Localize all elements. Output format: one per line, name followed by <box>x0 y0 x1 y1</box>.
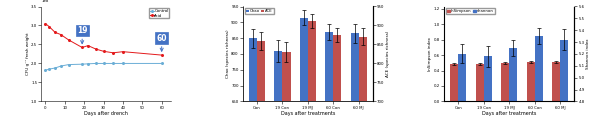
Bar <box>300 18 308 130</box>
Y-axis label: Chao (species richness): Chao (species richness) <box>226 30 230 78</box>
Control <box>85 63 92 65</box>
Acid <box>65 39 72 41</box>
Control <box>120 63 127 64</box>
Control <box>42 70 49 71</box>
Line: Acid: Acid <box>44 23 163 56</box>
Acid <box>120 51 127 52</box>
Acid <box>79 47 86 48</box>
Control <box>57 65 65 67</box>
Bar <box>526 62 535 101</box>
Y-axis label: CFU g⁻¹ fresh weight: CFU g⁻¹ fresh weight <box>25 33 30 75</box>
Acid <box>158 54 165 56</box>
Legend: Control, Acid: Control, Acid <box>149 8 169 18</box>
Bar <box>475 64 484 101</box>
Bar <box>484 56 492 130</box>
Line: Control: Control <box>44 63 163 71</box>
Bar <box>282 52 291 130</box>
X-axis label: Days after treatments: Days after treatments <box>281 111 335 116</box>
Bar <box>509 48 517 130</box>
Control <box>92 63 99 64</box>
Bar <box>274 51 282 130</box>
Text: 19: 19 <box>77 26 88 44</box>
Bar <box>325 32 333 130</box>
Acid <box>85 45 92 46</box>
Text: 60: 60 <box>156 34 167 51</box>
Acid <box>52 32 59 33</box>
Y-axis label: ACE (species richness): ACE (species richness) <box>386 31 390 77</box>
Control <box>52 67 59 69</box>
Acid <box>100 51 107 52</box>
Control <box>110 63 117 64</box>
Control <box>79 63 86 65</box>
Legend: InSimpson, shannon: InSimpson, shannon <box>446 8 495 14</box>
Y-axis label: Shannon index: Shannon index <box>586 39 590 69</box>
Control <box>100 63 107 64</box>
Bar <box>450 64 458 101</box>
Bar <box>350 33 359 130</box>
Acid <box>46 26 53 27</box>
Legend: Chao, ACE: Chao, ACE <box>245 8 274 14</box>
Control <box>158 63 165 64</box>
Bar <box>333 35 342 130</box>
Bar <box>249 38 257 130</box>
Bar <box>501 63 509 101</box>
Bar <box>257 41 265 130</box>
Bar <box>359 37 367 130</box>
X-axis label: Days after treatments: Days after treatments <box>482 111 536 116</box>
Bar <box>560 40 568 130</box>
Acid <box>42 23 49 24</box>
Bar <box>552 62 560 101</box>
Acid <box>92 48 99 50</box>
Acid <box>57 34 65 35</box>
Y-axis label: InSimpson index: InSimpson index <box>429 37 433 71</box>
Bar <box>308 21 316 130</box>
Acid <box>110 52 117 54</box>
Control <box>46 68 53 70</box>
Bar <box>458 54 466 130</box>
Bar <box>535 36 543 130</box>
Control <box>65 64 72 65</box>
X-axis label: Days after drench: Days after drench <box>85 111 128 116</box>
